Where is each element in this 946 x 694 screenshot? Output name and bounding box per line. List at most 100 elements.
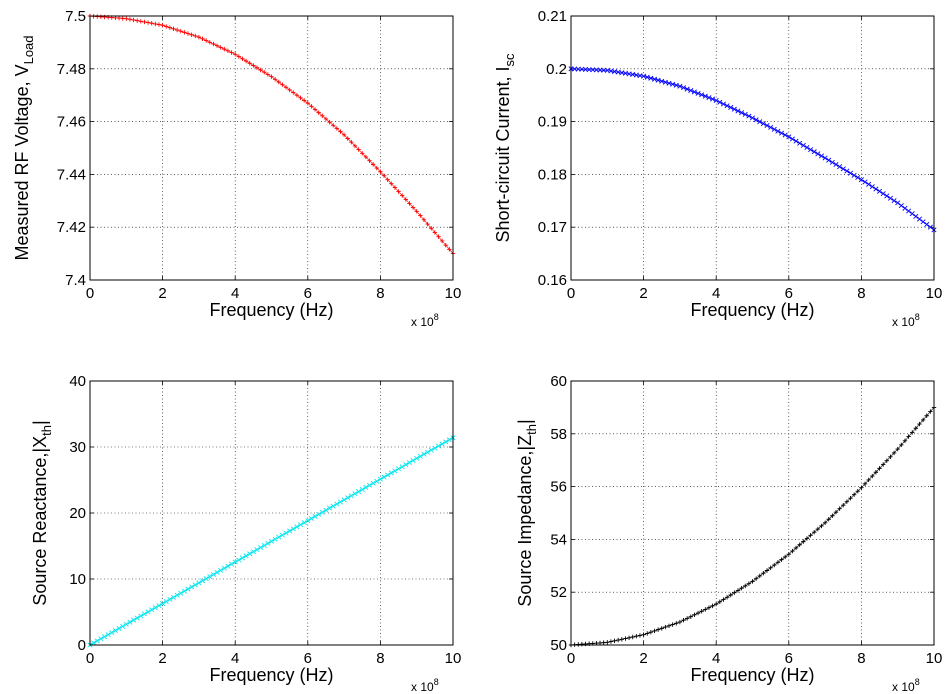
data-point bbox=[290, 526, 296, 532]
data-point bbox=[192, 582, 198, 588]
data-point bbox=[178, 590, 184, 596]
x-axis-label: Frequency (Hz) bbox=[690, 665, 814, 685]
x-tick-label: 2 bbox=[639, 285, 647, 302]
data-point bbox=[739, 585, 744, 591]
data-point bbox=[417, 453, 423, 459]
data-point bbox=[684, 86, 690, 92]
data-point bbox=[641, 73, 647, 79]
data-point bbox=[91, 640, 97, 646]
data-point bbox=[735, 108, 741, 114]
data-point bbox=[294, 524, 300, 530]
data-point bbox=[684, 616, 690, 621]
data-point bbox=[917, 421, 922, 427]
data-point bbox=[305, 518, 311, 524]
data-point bbox=[804, 536, 810, 541]
data-point bbox=[435, 443, 441, 449]
data-point bbox=[699, 609, 704, 614]
data-point bbox=[439, 441, 445, 447]
data-point bbox=[764, 568, 770, 573]
data-point bbox=[399, 464, 405, 470]
data-point bbox=[225, 563, 231, 569]
x-tick-label: 8 bbox=[857, 650, 865, 667]
data-point bbox=[761, 571, 766, 576]
data-point bbox=[268, 538, 275, 544]
data-point bbox=[706, 95, 712, 101]
data-point bbox=[808, 533, 813, 538]
data-point bbox=[152, 605, 158, 611]
data-point bbox=[446, 437, 452, 443]
data-point bbox=[880, 462, 886, 467]
data-point bbox=[771, 126, 777, 132]
data-point bbox=[182, 30, 187, 35]
data-point bbox=[269, 74, 274, 79]
data-point bbox=[812, 529, 817, 535]
data-point bbox=[210, 571, 216, 578]
data-point bbox=[389, 181, 394, 186]
data-point bbox=[713, 97, 719, 103]
data-point bbox=[920, 417, 926, 423]
data-point bbox=[410, 205, 416, 210]
x-tick-label: 2 bbox=[639, 650, 647, 667]
data-point bbox=[349, 139, 354, 145]
data-point bbox=[178, 28, 183, 34]
data-point bbox=[710, 96, 716, 102]
data-point bbox=[254, 65, 260, 70]
data-point bbox=[363, 484, 369, 490]
data-point bbox=[623, 636, 628, 641]
data-point bbox=[815, 151, 821, 157]
panel-current: 0 2 4 6 8 10 0.16 0.17 0.18 0.19 0.2 0.21 Frequency … bbox=[493, 8, 942, 329]
data-point bbox=[258, 67, 263, 73]
data-point bbox=[366, 482, 373, 488]
data-point bbox=[913, 426, 919, 431]
data-point bbox=[906, 208, 912, 214]
data-point bbox=[681, 618, 686, 623]
data-point bbox=[403, 197, 409, 202]
data-point bbox=[196, 34, 202, 40]
data-point bbox=[869, 184, 875, 190]
data-point bbox=[717, 99, 723, 105]
data-point bbox=[181, 588, 187, 594]
data-point bbox=[782, 132, 788, 138]
panel-reactance: 0 2 4 6 8 10 0 10 20 30 40 Frequency (Hz) x 108 Sourc… bbox=[30, 373, 461, 694]
data-point bbox=[236, 54, 242, 59]
data-point bbox=[793, 138, 799, 144]
data-point bbox=[920, 219, 926, 225]
data-point bbox=[352, 143, 358, 149]
axes-frame bbox=[570, 15, 935, 281]
data-point bbox=[746, 581, 752, 586]
y-tick-label: 60 bbox=[550, 373, 567, 390]
data-point bbox=[127, 17, 133, 22]
data-point bbox=[331, 123, 336, 128]
data-point bbox=[909, 211, 915, 217]
data-point bbox=[153, 21, 158, 27]
data-point bbox=[447, 247, 452, 252]
data-point bbox=[308, 515, 314, 522]
panel-voltage: 0 2 4 6 8 10 7.4 7.42 7.44 7.46 7.48 7.5 Frequency (… bbox=[12, 8, 461, 329]
y-tick-label: 0.2 bbox=[546, 61, 567, 78]
data-point bbox=[910, 430, 915, 435]
data-point bbox=[316, 110, 321, 115]
data-point bbox=[670, 622, 675, 627]
data-point bbox=[637, 633, 643, 638]
data-point bbox=[319, 509, 325, 515]
data-point bbox=[316, 511, 322, 517]
data-point bbox=[797, 140, 803, 146]
data-point bbox=[695, 610, 701, 616]
data-point bbox=[612, 638, 617, 644]
data-point bbox=[739, 110, 745, 116]
data-point bbox=[385, 472, 391, 478]
data-point bbox=[312, 107, 318, 112]
data-point bbox=[203, 38, 209, 43]
data-point bbox=[265, 72, 271, 77]
data-point bbox=[847, 170, 854, 176]
data-point bbox=[214, 43, 220, 48]
data-point bbox=[884, 193, 890, 199]
data-point bbox=[167, 25, 173, 30]
data-point bbox=[797, 542, 802, 547]
data-point bbox=[236, 557, 242, 563]
data-point bbox=[677, 619, 683, 625]
data-point bbox=[218, 567, 224, 573]
data-point bbox=[855, 488, 860, 494]
data-point bbox=[334, 126, 340, 131]
data-point bbox=[928, 409, 933, 414]
